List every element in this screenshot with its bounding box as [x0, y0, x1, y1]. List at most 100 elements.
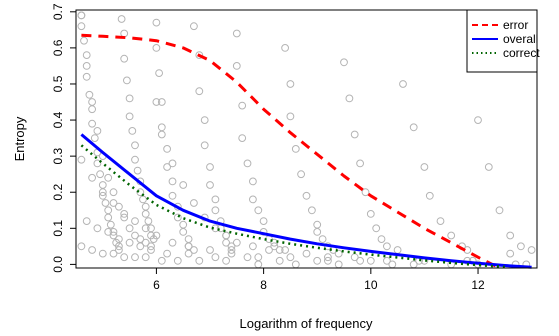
data-point — [121, 254, 128, 261]
data-point — [475, 117, 482, 124]
data-point — [142, 203, 149, 210]
y-tick-label: 0.4 — [51, 111, 65, 128]
x-tick-label: 12 — [471, 278, 485, 292]
data-point — [134, 167, 141, 174]
data-point — [276, 257, 283, 264]
data-point — [78, 156, 85, 163]
data-point — [410, 124, 417, 131]
data-point — [448, 232, 455, 239]
data-point — [233, 239, 240, 246]
x-tick-label: 8 — [260, 278, 267, 292]
data-point — [121, 55, 128, 62]
data-point — [169, 178, 176, 185]
data-point — [156, 70, 163, 77]
series-line-error — [81, 35, 499, 268]
data-point — [400, 81, 407, 88]
data-point — [250, 243, 257, 250]
data-point — [142, 254, 149, 261]
legend: error overall correct — [467, 10, 540, 72]
data-point — [223, 232, 230, 239]
data-point — [89, 247, 96, 254]
data-point — [174, 214, 181, 221]
y-tick-label: 0.3 — [51, 147, 65, 164]
data-point — [250, 196, 257, 203]
y-tick-label: 0.1 — [51, 220, 65, 237]
data-point — [107, 221, 114, 228]
data-point — [287, 113, 294, 120]
data-point — [94, 225, 101, 232]
data-point — [105, 214, 112, 221]
data-point — [373, 225, 380, 232]
data-point — [78, 243, 85, 250]
data-point — [81, 37, 88, 44]
data-point — [164, 146, 171, 153]
data-point — [314, 229, 321, 236]
data-point — [83, 218, 90, 225]
data-point — [384, 243, 391, 250]
data-point — [244, 160, 251, 167]
data-point — [126, 239, 133, 246]
legend-label-correct: correct — [503, 46, 540, 60]
data-point — [421, 164, 428, 171]
data-point — [255, 207, 262, 214]
data-point — [303, 250, 310, 257]
data-point — [169, 239, 176, 246]
data-point — [180, 221, 187, 228]
data-point — [518, 243, 525, 250]
data-point — [287, 81, 294, 88]
data-point — [282, 45, 289, 52]
data-point — [110, 250, 117, 257]
y-tick-label: 0.2 — [51, 184, 65, 201]
data-point — [153, 19, 160, 26]
data-point — [185, 236, 192, 243]
scatter-points — [78, 12, 535, 268]
data-point — [83, 73, 90, 80]
data-point — [129, 127, 136, 134]
data-point — [239, 102, 246, 109]
data-point — [292, 146, 299, 153]
data-point — [118, 16, 125, 23]
data-point — [287, 254, 294, 261]
data-point — [196, 88, 203, 95]
data-point — [97, 171, 104, 178]
data-point — [132, 156, 139, 163]
data-point — [124, 77, 131, 84]
y-tick-label: 0.0 — [51, 256, 65, 273]
data-point — [142, 211, 149, 218]
data-point — [174, 257, 181, 264]
data-point — [378, 236, 385, 243]
data-point — [102, 200, 109, 207]
data-point — [367, 211, 374, 218]
data-point — [185, 243, 192, 250]
data-point — [191, 23, 198, 30]
data-point — [357, 160, 364, 167]
data-point — [341, 59, 348, 66]
data-point — [314, 221, 321, 228]
data-point — [83, 52, 90, 59]
data-point — [89, 120, 96, 127]
data-point — [314, 257, 321, 264]
data-point — [99, 182, 106, 189]
x-axis-label: Logarithm of frequency — [240, 316, 373, 331]
data-point — [191, 200, 198, 207]
data-point — [180, 229, 187, 236]
y-tick-label: 0.5 — [51, 75, 65, 92]
data-point — [126, 225, 133, 232]
data-point — [89, 106, 96, 113]
y-tick-label: 0.7 — [51, 3, 65, 20]
data-point — [140, 196, 147, 203]
data-point — [309, 207, 316, 214]
data-point — [78, 23, 85, 30]
data-point — [169, 192, 176, 199]
data-point — [394, 247, 401, 254]
data-point — [207, 182, 214, 189]
data-point — [223, 257, 230, 264]
y-axis: 0.00.10.20.30.40.50.60.7 — [51, 3, 76, 273]
data-point — [250, 178, 257, 185]
data-point — [137, 243, 144, 250]
data-point — [485, 164, 492, 171]
data-point — [132, 254, 139, 261]
data-point — [357, 257, 364, 264]
data-point — [303, 192, 310, 199]
data-point — [110, 200, 117, 207]
